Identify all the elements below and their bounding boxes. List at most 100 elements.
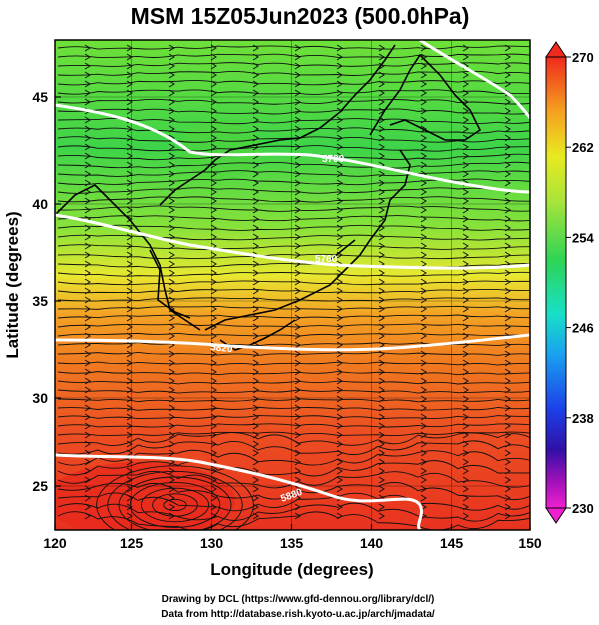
flow-arrow [378,80,385,88]
flow-arrow [462,323,469,331]
flow-arrow [84,431,91,439]
flow-arrow [462,449,469,457]
flow-arrow [126,485,133,493]
flow-arrow [504,134,511,142]
flow-arrow [84,314,91,322]
flow-arrow [420,233,427,241]
flow-arrow [336,458,343,466]
x-tick-label: 150 [518,535,542,551]
flow-arrow [84,287,91,295]
flow-arrow [504,341,511,349]
flow-arrow [336,170,343,178]
flow-arrow [252,206,259,214]
streamline [57,253,530,260]
flow-arrow [294,71,301,79]
flow-arrow [294,206,301,214]
flow-arrow [252,503,259,511]
flow-arrow [462,215,469,223]
flow-arrow [252,278,259,286]
flow-arrow [126,341,133,349]
flow-arrow [294,278,301,286]
flow-arrow [420,134,427,142]
flow-arrow [378,251,385,259]
flow-arrow [462,80,469,88]
flow-arrow [378,386,385,394]
flow-arrow [252,179,259,187]
flow-arrow [420,485,427,493]
flow-arrow [126,44,133,52]
flow-arrow [294,440,301,448]
streamline [57,89,530,95]
flow-arrow [504,233,511,241]
flow-arrow [462,170,469,178]
flow-arrow [378,368,385,376]
flow-arrow [252,116,259,124]
flow-arrow [336,71,343,79]
flow-arrow [210,359,217,367]
flow-arrow [420,152,427,160]
flow-arrow [504,80,511,88]
flow-arrow [294,404,301,412]
flow-arrow [252,62,259,70]
flow-arrow [210,296,217,304]
flow-arrow [462,224,469,232]
flow-arrow [420,224,427,232]
x-axis-title: Longitude (degrees) [210,560,373,579]
flow-arrow [420,125,427,133]
flow-arrow [504,395,511,403]
flow-arrow [336,143,343,151]
flow-arrow [462,233,469,241]
contour-5820 [55,333,530,352]
flow-arrow [126,161,133,169]
flow-arrow [252,476,259,484]
flow-arrow [126,386,133,394]
flow-arrow [462,296,469,304]
flow-arrow [210,107,217,115]
flow-arrow [462,512,469,520]
flow-arrow [420,458,427,466]
flow-arrow [294,224,301,232]
flow-arrow [378,197,385,205]
flow-arrow [420,161,427,169]
flow-arrow [462,413,469,421]
flow-arrow [462,458,469,466]
flow-arrow [378,467,385,475]
flow-arrow [504,377,511,385]
flow-arrow [210,278,217,286]
flow-arrow [168,287,175,295]
streamline [57,440,530,456]
flow-arrow [126,377,133,385]
flow-arrow [294,350,301,358]
flow-arrow [84,377,91,385]
flow-arrow [420,89,427,97]
flow-arrow [168,368,175,376]
flow-arrow [378,512,385,520]
flow-arrow [84,332,91,340]
flow-arrow [210,170,217,178]
flow-arrow [378,269,385,277]
flow-arrow [378,188,385,196]
flow-arrow [462,71,469,79]
flow-arrow [210,440,217,448]
flow-arrow [84,494,91,502]
flow-arrow [126,188,133,196]
flow-arrow [252,287,259,295]
flow-arrow [294,341,301,349]
flow-arrow [210,224,217,232]
flow-arrow [294,485,301,493]
flow-arrow [336,386,343,394]
flow-arrow [210,512,217,520]
flow-arrow [168,404,175,412]
flow-arrow [84,467,91,475]
flow-arrow [420,80,427,88]
flow-arrow [126,332,133,340]
colorbar-ticks: 270 262 254 246 238 230 [566,50,594,516]
flow-arrow [84,134,91,142]
flow-arrow [168,242,175,250]
flow-arrow [126,350,133,358]
colorbar-bottom-triangle [545,507,567,524]
flow-arrow [420,512,427,520]
flow-arrow [420,62,427,70]
y-tick-label: 40 [32,196,48,212]
